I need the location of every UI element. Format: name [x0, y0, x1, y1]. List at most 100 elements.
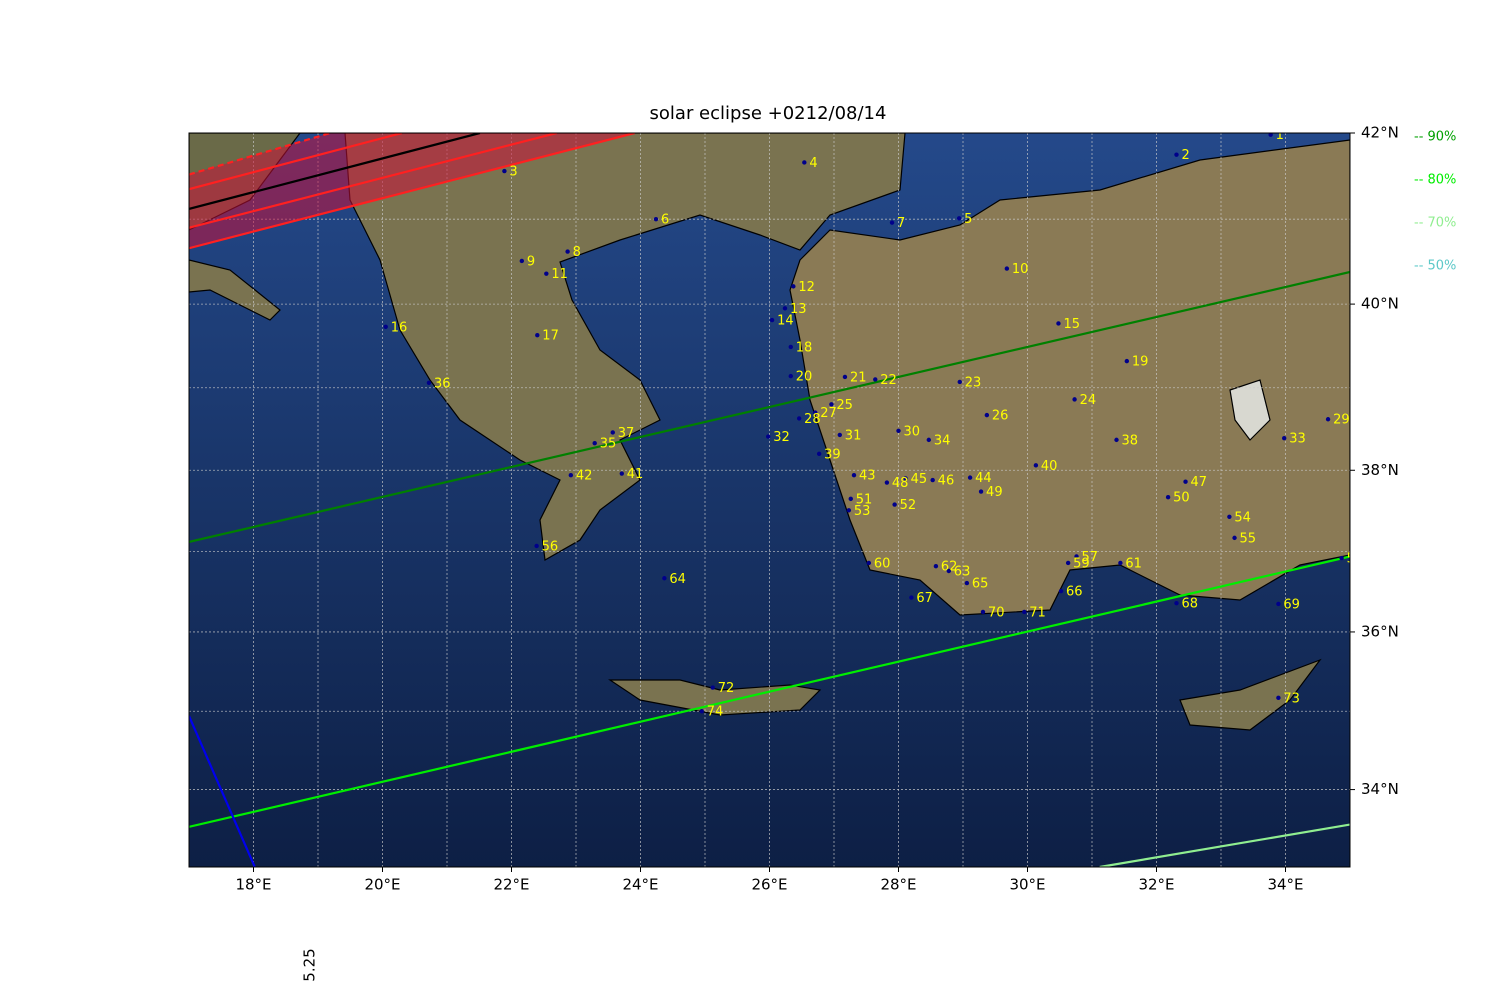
city-point — [1118, 560, 1123, 566]
city-point — [796, 416, 802, 421]
legend-entry: -- 90% — [1414, 130, 1456, 145]
city-point — [964, 580, 970, 586]
city-label: 56 — [542, 539, 559, 554]
path-line — [189, 133, 403, 191]
city-point — [610, 430, 615, 435]
city-point — [653, 216, 659, 222]
city-point — [1165, 495, 1171, 500]
city-label: 65 — [972, 577, 989, 592]
city-point — [619, 471, 624, 476]
anatolia — [789, 139, 1350, 616]
city-point — [1325, 417, 1331, 422]
city-point — [699, 709, 704, 714]
city-point — [1004, 266, 1010, 271]
city-label: 47 — [1191, 475, 1208, 490]
city-label: 13 — [790, 302, 807, 317]
city-label: 18 — [796, 340, 813, 355]
city-label: 21 — [850, 370, 867, 385]
city-label: 49 — [986, 485, 1003, 500]
city-label: 73 — [1283, 691, 1300, 706]
legend-entry: -- 70% — [1414, 216, 1456, 231]
city-point — [884, 480, 890, 485]
city-point — [1227, 514, 1232, 519]
annotation: 5.25 — [301, 948, 319, 981]
city-point — [903, 476, 908, 481]
city-label: 7 — [897, 216, 905, 231]
city-point — [829, 402, 834, 407]
x-tick-label: 32°E — [1138, 876, 1174, 894]
city-point — [1174, 152, 1179, 157]
city-point — [873, 377, 878, 382]
city-point — [933, 563, 939, 569]
city-label: 24 — [1080, 393, 1097, 408]
city-label: 71 — [1029, 605, 1046, 620]
city-label: 29 — [1333, 413, 1350, 428]
city-point — [926, 437, 932, 443]
city-label: 53 — [854, 504, 871, 519]
crete — [608, 679, 822, 716]
city-label: 2 — [1181, 148, 1189, 163]
city-point — [802, 160, 807, 165]
city-label: 44 — [975, 471, 992, 486]
path-line — [189, 133, 331, 176]
city-point — [889, 220, 895, 225]
city-label: 37 — [618, 426, 635, 441]
city-point — [1276, 601, 1281, 607]
city-point — [1183, 479, 1188, 484]
city-label: 74 — [707, 705, 724, 720]
city-point — [984, 412, 990, 418]
city-point — [978, 489, 984, 494]
city-point — [813, 410, 818, 415]
city-point — [1276, 695, 1281, 701]
legend-entry: -- 50% — [1414, 259, 1456, 274]
city-label: 17 — [542, 329, 559, 344]
city-point — [383, 324, 388, 330]
city-point — [788, 344, 793, 350]
city-label: 38 — [1122, 433, 1139, 448]
y-tick-label: 34°N — [1361, 780, 1399, 798]
italy-heel — [189, 259, 281, 321]
city-point — [782, 306, 788, 311]
city-point — [866, 560, 872, 566]
city-label: 48 — [892, 476, 909, 491]
city-point — [1065, 560, 1071, 566]
city-point — [816, 451, 822, 457]
city-point — [1058, 588, 1064, 594]
city-point — [791, 284, 796, 289]
city-point — [592, 440, 597, 446]
city-point — [502, 168, 507, 174]
city-point — [1339, 555, 1344, 561]
city-label: 36 — [434, 376, 451, 391]
city-label: 39 — [824, 447, 841, 462]
city-point — [426, 380, 432, 385]
salt-lake — [1229, 379, 1271, 441]
city-point — [851, 472, 857, 478]
x-tick-label: 18°E — [235, 876, 271, 894]
city-label: 33 — [1289, 432, 1306, 447]
city-label: 64 — [669, 572, 686, 587]
city-point — [565, 249, 570, 254]
city-label: 19 — [1132, 355, 1149, 370]
legend-entry: -- 80% — [1414, 173, 1456, 188]
city-point — [1022, 609, 1027, 615]
city-label: 62 — [941, 560, 958, 575]
city-point — [769, 317, 775, 323]
city-label: 45 — [911, 472, 928, 487]
city-label: 9 — [527, 254, 535, 269]
city-point — [846, 508, 852, 513]
path-line — [189, 133, 481, 210]
city-label: 59 — [1073, 556, 1090, 571]
x-tick-label: 30°E — [1009, 876, 1045, 894]
path-line — [1099, 823, 1350, 867]
city-label: 23 — [965, 375, 982, 390]
city-label: 50 — [1173, 491, 1190, 506]
city-label: 43 — [859, 469, 876, 484]
city-point — [788, 373, 793, 379]
city-point — [1174, 600, 1179, 606]
city-point — [534, 543, 539, 549]
city-label: 10 — [1012, 262, 1029, 277]
city-label: 1 — [1276, 128, 1284, 143]
